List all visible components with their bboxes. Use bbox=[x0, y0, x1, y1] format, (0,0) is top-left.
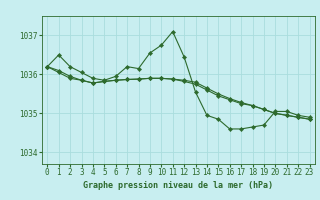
X-axis label: Graphe pression niveau de la mer (hPa): Graphe pression niveau de la mer (hPa) bbox=[84, 181, 273, 190]
